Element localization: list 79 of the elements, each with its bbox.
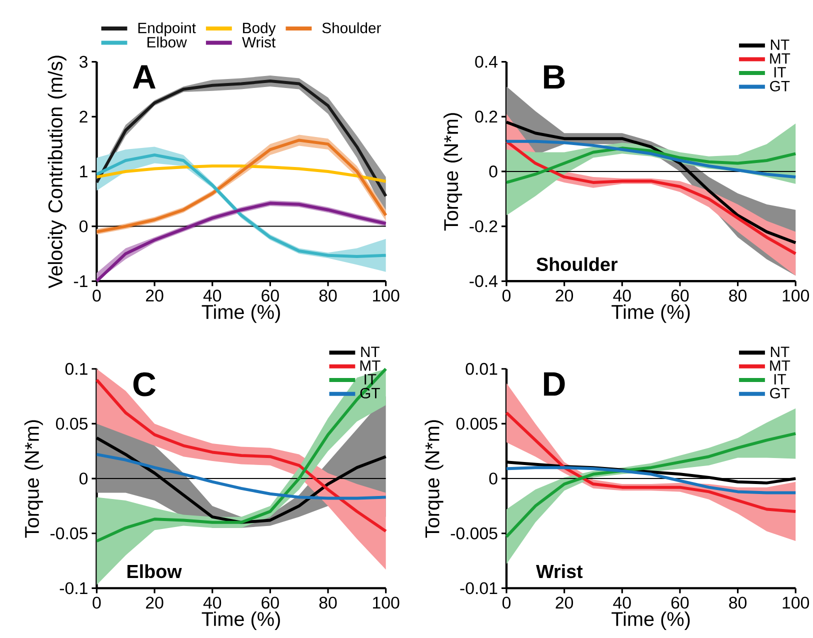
x-tick-label: 0 — [502, 290, 511, 302]
y-tick-label: 0.01 — [466, 362, 498, 375]
y-tick-label: 0.1 — [65, 362, 88, 375]
y-tick-label: 2 — [80, 110, 88, 123]
line-series — [95, 154, 388, 258]
x-tick-label: 0 — [92, 290, 101, 302]
annotation: Shoulder — [536, 257, 618, 272]
x-tick-label: 20 — [556, 290, 574, 302]
annotation: D — [544, 372, 565, 396]
line-series — [504, 140, 798, 256]
y-tick-label: 0.4 — [475, 56, 498, 68]
y-tick-label: 0.05 — [56, 418, 88, 430]
y-tick-label: -0.2 — [470, 220, 498, 232]
x-tick-label: 60 — [671, 290, 689, 302]
legend-label: GT — [770, 80, 790, 92]
x-tick-label: 40 — [613, 290, 631, 302]
legend-label: IT — [774, 374, 786, 384]
x-tick-label: 80 — [729, 596, 747, 609]
line-series — [95, 164, 388, 183]
legend-label: Body — [243, 22, 276, 36]
y-axis-title: Torque (N*m) — [24, 420, 43, 538]
legend-label: NT — [770, 346, 790, 357]
x-tick-label: 80 — [729, 290, 747, 302]
x-tick-label: 60 — [262, 290, 279, 302]
y-tick-label: 0 — [79, 220, 88, 232]
y-tick-label: 0 — [489, 165, 498, 178]
x-tick-label: 80 — [319, 596, 337, 609]
x-tick-label: 0 — [502, 596, 511, 609]
x-axis-title: Time (%) — [202, 304, 280, 323]
x-axis-title: Time (%) — [612, 611, 690, 630]
y-tick-label: -0.05 — [50, 527, 88, 540]
y-tick-label: 1 — [80, 166, 88, 178]
y-tick-label: 0 — [79, 472, 88, 484]
legend-label: GT — [770, 388, 790, 398]
legend-label: NT — [770, 40, 790, 50]
x-tick-label: 100 — [373, 290, 400, 302]
x-tick-label: 40 — [203, 290, 222, 302]
x-axis-title: Time (%) — [612, 304, 690, 323]
legend-label: Endpoint — [138, 22, 196, 36]
x-tick-label: 80 — [319, 290, 337, 302]
y-axis-title: Torque (N*m) — [424, 420, 444, 538]
legend-label: Shoulder — [322, 22, 382, 34]
y-tick-label: 0.005 — [456, 418, 498, 430]
x-tick-label: 20 — [556, 596, 574, 609]
y-tick-label: -0.1 — [60, 582, 88, 594]
x-tick-label: 100 — [782, 290, 810, 302]
legend-label: Elbow — [148, 36, 187, 48]
annotation: B — [544, 65, 565, 89]
x-tick-label: 20 — [146, 290, 164, 302]
legend-label: MT — [770, 360, 790, 371]
y-tick-label: -0.4 — [470, 275, 498, 288]
x-tick-label: 40 — [203, 596, 222, 609]
legend-label: NT — [361, 346, 380, 357]
y-tick-label: -0.01 — [460, 582, 498, 594]
y-tick-label: 0.2 — [475, 110, 498, 123]
line-series — [504, 466, 798, 494]
line-series — [95, 452, 388, 500]
annotation: C — [133, 372, 156, 396]
y-tick-label: 0 — [489, 472, 498, 484]
x-tick-label: 20 — [146, 596, 164, 609]
x-tick-label: 0 — [92, 596, 101, 609]
x-tick-label: 100 — [373, 596, 400, 609]
annotation: Elbow — [128, 564, 182, 578]
annotation: Wrist — [536, 564, 583, 578]
x-tick-label: 100 — [782, 596, 810, 609]
x-axis-title: Time (%) — [202, 611, 280, 630]
x-tick-label: 60 — [671, 596, 689, 609]
y-axis-title: Torque (N*m) — [444, 113, 462, 231]
y-tick-label: -1 — [74, 275, 88, 287]
legend-label: Wrist — [242, 36, 276, 48]
x-tick-label: 40 — [613, 596, 631, 609]
y-tick-label: -0.005 — [450, 527, 498, 540]
legend-label: MT — [360, 360, 380, 371]
legend-label: MT — [770, 53, 790, 64]
y-axis-title: Velocity Contribution (m/s) — [48, 56, 66, 288]
x-tick-label: 60 — [262, 596, 279, 609]
annotation: A — [132, 65, 156, 89]
legend-label: IT — [774, 67, 786, 78]
y-tick-label: 3 — [79, 56, 88, 68]
